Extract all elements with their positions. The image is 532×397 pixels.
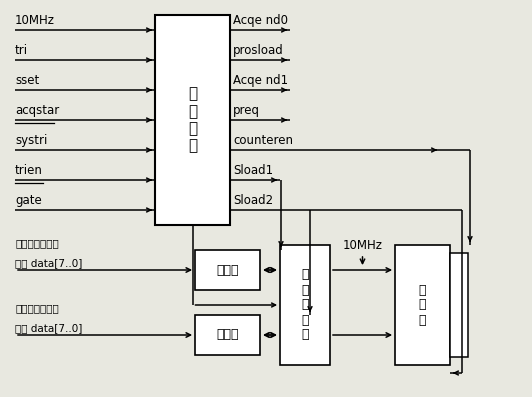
Bar xyxy=(450,253,468,357)
Bar xyxy=(155,15,230,225)
Bar xyxy=(195,315,260,355)
Text: 逻
辑
控
制: 逻 辑 控 制 xyxy=(188,87,197,154)
Text: 10MHz: 10MHz xyxy=(343,239,383,252)
Text: 10MHz: 10MHz xyxy=(15,14,55,27)
Text: preq: preq xyxy=(233,104,260,117)
Text: Acqe nd1: Acqe nd1 xyxy=(233,74,288,87)
Text: gate: gate xyxy=(15,194,41,207)
Text: acqstar: acqstar xyxy=(15,104,59,117)
Text: 所存器: 所存器 xyxy=(216,328,239,341)
Bar xyxy=(280,245,330,365)
Text: 多
路
选
择
器: 多 路 选 择 器 xyxy=(301,268,309,341)
Text: Acqe nd0: Acqe nd0 xyxy=(233,14,288,27)
Text: trien: trien xyxy=(15,164,43,177)
Text: 前置计数器计数: 前置计数器计数 xyxy=(15,238,59,248)
Text: counteren: counteren xyxy=(233,134,293,147)
Text: tri: tri xyxy=(15,44,28,57)
Text: 初值 data[7..0]: 初值 data[7..0] xyxy=(15,258,82,268)
Text: 所存器: 所存器 xyxy=(216,264,239,276)
Text: 计
数
器: 计 数 器 xyxy=(419,283,426,326)
Text: Sload2: Sload2 xyxy=(233,194,273,207)
Text: prosload: prosload xyxy=(233,44,284,57)
Text: sset: sset xyxy=(15,74,39,87)
Text: 初值 data[7..0]: 初值 data[7..0] xyxy=(15,323,82,333)
Text: 后置计数器计数: 后置计数器计数 xyxy=(15,303,59,313)
Bar xyxy=(195,250,260,290)
Text: systri: systri xyxy=(15,134,47,147)
Bar xyxy=(395,245,450,365)
Text: Sload1: Sload1 xyxy=(233,164,273,177)
